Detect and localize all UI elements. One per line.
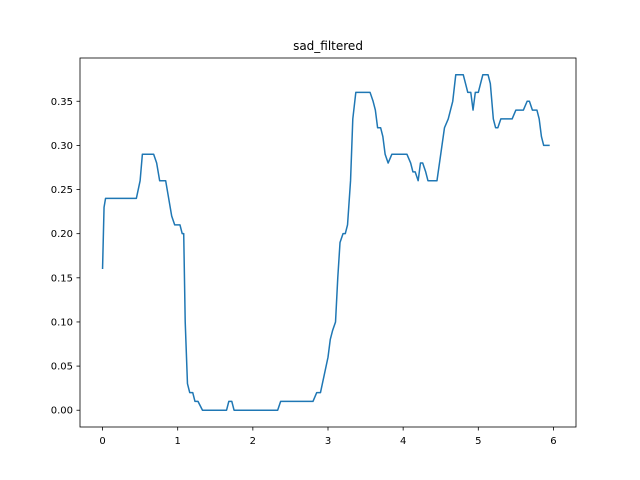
x-tick-label: 1: [175, 436, 181, 447]
y-tick-label: 0.15: [51, 273, 73, 284]
y-tick-label: 0.20: [51, 229, 73, 240]
y-tick-label: 0.00: [51, 406, 73, 417]
y-tick-label: 0.30: [51, 141, 73, 152]
y-tick-label: 0.25: [51, 185, 73, 196]
x-tick-label: 4: [400, 436, 406, 447]
y-tick-label: 0.10: [51, 317, 73, 328]
x-axis-ticks: 0 1 2 3 4 5 6: [99, 427, 557, 447]
y-tick-label: 0.05: [51, 362, 73, 373]
x-tick-label: 6: [550, 436, 556, 447]
series-layer: [101, 74, 550, 411]
x-tick-label: 0: [99, 436, 105, 447]
y-axis-ticks: 0.00 0.05 0.10 0.15 0.20 0.25 0.30 0.35: [51, 97, 80, 417]
x-tick-label: 2: [250, 436, 256, 447]
axes-frame: [79, 57, 577, 428]
plot-border: [79, 57, 577, 428]
x-tick-label: 5: [475, 436, 481, 447]
y-tick-label: 0.35: [51, 97, 73, 108]
chart-title: sad_filtered: [293, 39, 363, 53]
x-tick-label: 3: [325, 436, 331, 447]
series-line: [101, 74, 550, 411]
